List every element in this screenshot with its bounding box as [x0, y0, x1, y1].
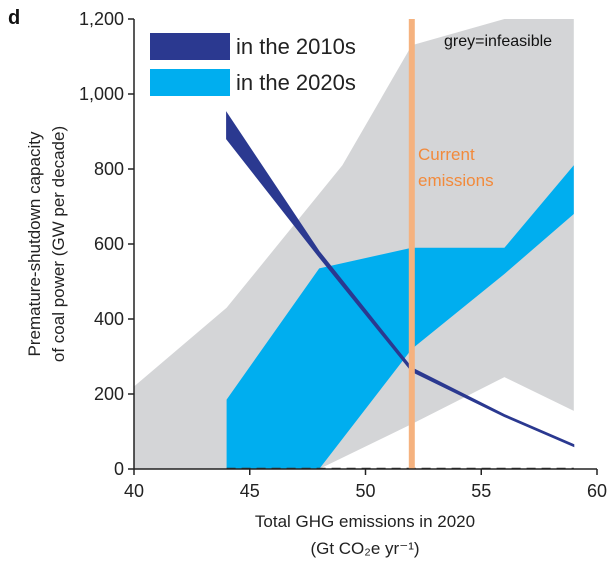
x-tick-label: 50: [355, 481, 375, 501]
reference-label-line2: emissions: [418, 171, 494, 190]
y-tick-label: 0: [114, 459, 124, 479]
legend-label: in the 2020s: [236, 70, 356, 95]
x-tick-label: 45: [240, 481, 260, 501]
y-tick-label: 1,000: [79, 84, 124, 104]
x-axis-label-line1: Total GHG emissions in 2020: [255, 512, 475, 531]
y-axis-label-line2: of coal power (GW per decade): [49, 126, 68, 362]
infeasible-region: [134, 19, 574, 469]
legend-swatch: [150, 69, 230, 96]
y-tick-label: 600: [94, 234, 124, 254]
y-axis-label-line1: Premature-shutdown capacity: [25, 131, 44, 356]
infeasible-annotation: grey=infeasible: [444, 33, 552, 50]
y-tick-label: 400: [94, 309, 124, 329]
x-tick-label: 40: [124, 481, 144, 501]
reference-label-line1: Current: [418, 145, 475, 164]
x-tick-label: 55: [471, 481, 491, 501]
legend-label: in the 2010s: [236, 34, 356, 59]
y-tick-label: 200: [94, 384, 124, 404]
y-tick-label: 800: [94, 159, 124, 179]
band-2010s: [226, 111, 575, 448]
y-tick-label: 1,200: [79, 9, 124, 29]
band-2020s: [226, 165, 574, 470]
panel-label: d: [8, 7, 20, 29]
x-axis-label-line2: (Gt CO₂e yr⁻¹): [310, 539, 419, 558]
x-tick-label: 60: [587, 481, 607, 501]
legend-swatch: [150, 33, 230, 60]
